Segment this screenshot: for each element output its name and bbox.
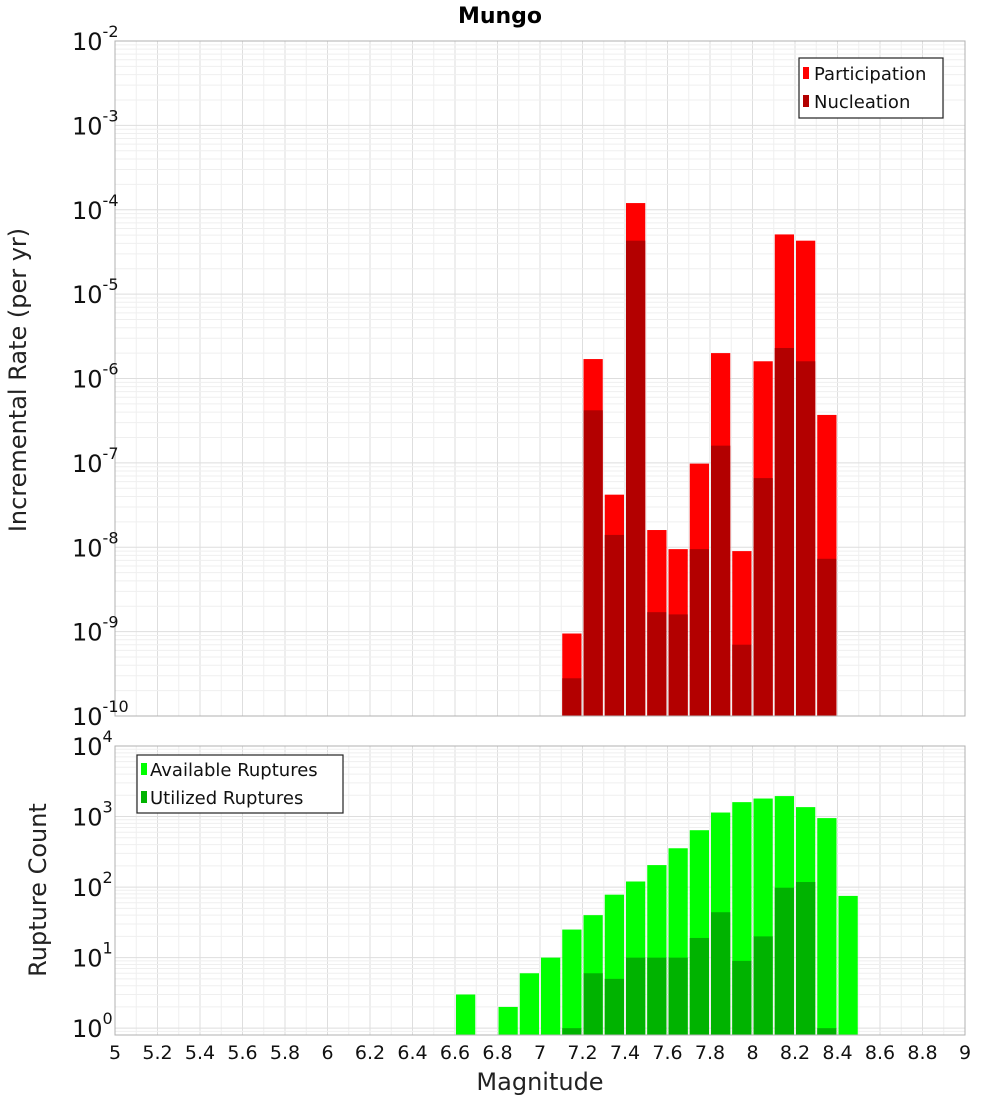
bar-utilized-ruptures (626, 957, 646, 1035)
x-tick-label: 7.2 (567, 1042, 597, 1064)
bottom-y-tick-label: 103 (72, 798, 113, 832)
x-tick-label: 8 (746, 1042, 758, 1064)
legend-label-available: Available Ruptures (150, 760, 318, 781)
top-y-tick-label: 10-5 (72, 275, 119, 309)
top-plot-frame (114, 40, 966, 717)
bottom-y-axis-label: Rupture Count (24, 803, 52, 977)
bar-nucleation (626, 240, 646, 717)
top-legend: Participation Nucleation (798, 57, 944, 119)
bar-nucleation (732, 644, 752, 716)
top-y-tick-label: 10-10 (72, 697, 129, 731)
top-legend-box (798, 57, 944, 119)
x-tick-label: 6.6 (440, 1042, 470, 1064)
top-y-tick-label: 10-3 (72, 106, 119, 140)
top-grid (114, 40, 966, 717)
x-tick-label: 7.4 (610, 1042, 640, 1064)
bar-nucleation (774, 347, 794, 716)
bar-available-ruptures (519, 973, 539, 1035)
top-y-tick-label: 10-9 (72, 613, 119, 647)
bar-available-ruptures (456, 994, 476, 1035)
x-tick-label: 7 (534, 1042, 546, 1064)
bottom-y-ticks: 100 101 102 103 104 (72, 727, 113, 1043)
bottom-legend-box (136, 754, 344, 814)
x-tick-label: 6.8 (482, 1042, 512, 1064)
x-tick-label: 8.6 (865, 1042, 895, 1064)
bar-utilized-ruptures (604, 978, 624, 1035)
bar-utilized-ruptures (817, 1028, 837, 1035)
top-y-tick-label: 10-8 (72, 528, 119, 562)
bottom-bars (456, 796, 858, 1035)
bar-nucleation (604, 534, 624, 716)
bar-available-ruptures (541, 957, 561, 1035)
bar-utilized-ruptures (583, 973, 603, 1035)
x-ticks: 5 5.2 5.4 5.6 5.8 6 6.2 6.4 6.6 6.8 7 7.2 7.4 7.6 7.8 8… (109, 1042, 971, 1064)
bottom-y-tick-label: 101 (72, 939, 113, 973)
x-tick-label: 6.4 (397, 1042, 427, 1064)
top-y-tick-label: 10-6 (72, 360, 119, 394)
legend-label-participation: Participation (814, 64, 926, 85)
bar-utilized-ruptures (753, 936, 773, 1035)
bar-utilized-ruptures (668, 957, 688, 1035)
bar-utilized-ruptures (774, 887, 794, 1035)
x-tick-label: 7.8 (695, 1042, 725, 1064)
bar-nucleation (796, 361, 816, 716)
top-y-axis-label: Incremental Rate (per yr) (4, 228, 32, 532)
legend-label-nucleation: Nucleation (814, 92, 910, 113)
bottom-y-tick-label: 100 (72, 1009, 113, 1043)
legend-swatch-available (141, 763, 147, 775)
top-bars (562, 203, 837, 717)
bar-nucleation (583, 410, 603, 716)
x-tick-label: 5.6 (227, 1042, 257, 1064)
bar-nucleation (647, 612, 667, 716)
legend-swatch-nucleation (803, 95, 809, 107)
x-tick-label: 5 (109, 1042, 121, 1064)
bar-nucleation (668, 614, 688, 716)
bottom-plot-frame (114, 745, 966, 1036)
bar-available-ruptures (838, 895, 858, 1035)
bar-nucleation (753, 478, 773, 716)
bar-utilized-ruptures (647, 957, 667, 1035)
bar-utilized-ruptures (689, 937, 709, 1035)
top-y-ticks: 10-10 10-9 10-8 10-7 10-6 10-5 10-4 10-3 10-2 (72, 22, 129, 731)
legend-swatch-utilized (141, 791, 147, 803)
bottom-y-tick-label: 104 (72, 727, 113, 761)
bar-available-ruptures (498, 1006, 518, 1035)
legend-swatch-participation (803, 67, 809, 79)
x-tick-label: 6.2 (355, 1042, 385, 1064)
x-tick-label: 5.4 (185, 1042, 215, 1064)
top-y-tick-label: 10-7 (72, 444, 119, 478)
bottom-panel: 100 101 102 103 104 5 5.2 5.4 5.6 5.8 6 6.2 6.4 6.6 6… (24, 727, 971, 1096)
bottom-legend: Available Ruptures Utilized Ruptures (136, 754, 344, 814)
bar-nucleation (711, 445, 731, 716)
x-tick-label: 7.6 (652, 1042, 682, 1064)
chart-title: Mungo (458, 4, 542, 29)
bar-utilized-ruptures (732, 960, 752, 1035)
legend-label-utilized: Utilized Ruptures (150, 788, 303, 809)
top-y-tick-label: 10-4 (72, 191, 119, 225)
bar-nucleation (689, 549, 709, 716)
top-y-tick-label: 10-2 (72, 22, 119, 56)
bottom-y-tick-label: 102 (72, 868, 113, 902)
bar-utilized-ruptures (562, 1028, 582, 1035)
x-tick-label: 5.8 (270, 1042, 300, 1064)
bar-utilized-ruptures (711, 912, 731, 1035)
bar-nucleation (562, 678, 582, 716)
bar-available-ruptures (817, 818, 837, 1035)
x-tick-label: 8.2 (780, 1042, 810, 1064)
x-tick-label: 8.4 (822, 1042, 852, 1064)
x-tick-label: 6 (321, 1042, 333, 1064)
x-axis-label: Magnitude (476, 1068, 603, 1096)
bar-utilized-ruptures (796, 882, 816, 1035)
x-tick-label: 5.2 (142, 1042, 172, 1064)
bar-nucleation (817, 558, 837, 716)
bar-available-ruptures (562, 929, 582, 1035)
x-tick-label: 8.8 (907, 1042, 937, 1064)
x-tick-label: 9 (959, 1042, 971, 1064)
top-panel: 10-10 10-9 10-8 10-7 10-6 10-5 10-4 10-3 10-2 In… (4, 22, 966, 731)
